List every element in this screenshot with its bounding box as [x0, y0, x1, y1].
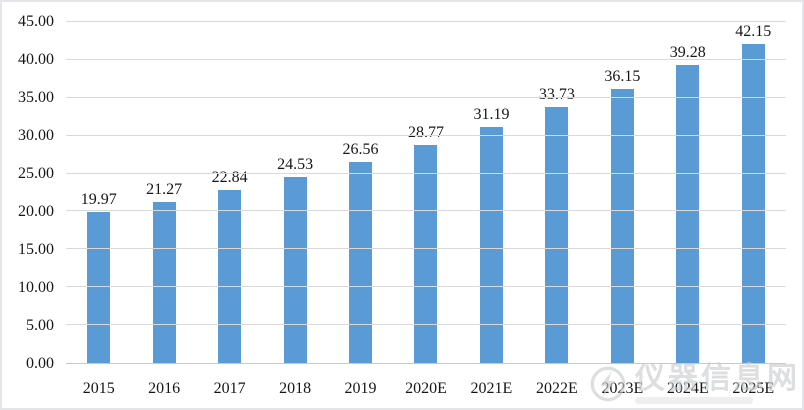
gridline: [66, 248, 786, 250]
bar-slot: 31.19: [459, 22, 524, 363]
x-tick-label: 2022E: [536, 380, 578, 397]
y-tick-label: 10.00: [18, 279, 54, 297]
bar: [676, 65, 700, 363]
y-tick-label: 30.00: [18, 127, 54, 144]
bar-value-label: 19.97: [80, 190, 117, 208]
plot-area: 19.97 21.27 22.84 24.53 26.56 28.77 31.19 33.73…: [66, 21, 786, 364]
bar-slot: 33.73: [524, 22, 589, 363]
y-tick-label: 0.00: [26, 355, 54, 372]
bar: [152, 201, 176, 363]
bar-value-label: 26.56: [342, 140, 379, 158]
x-tick-label: 2018: [279, 380, 312, 397]
x-tick-label: 2017: [213, 380, 246, 397]
y-tick-label: 45.00: [18, 13, 54, 30]
x-axis: 2015 2016 2017 2018 2019 2020E 2021E 2022E 2023E…: [66, 380, 786, 398]
gridline: [66, 210, 786, 212]
bar: [218, 189, 242, 363]
x-tick-label: 2016: [148, 380, 181, 397]
gridline: [66, 58, 786, 60]
bar-value-label: 42.15: [735, 22, 772, 40]
bar-value-label: 31.19: [473, 105, 510, 123]
bar-slot: 39.28: [655, 22, 720, 363]
x-tick-label: 2025E: [732, 380, 775, 397]
bar: [610, 89, 634, 363]
y-tick-label: 25.00: [18, 165, 54, 182]
bar-slot: 22.84: [197, 22, 262, 363]
bar-slot: 36.15: [590, 22, 655, 363]
x-tick-label: 2020E: [405, 380, 447, 397]
y-tick-label: 40.00: [18, 51, 54, 69]
bar: [479, 126, 503, 363]
x-tick-label: 2019: [344, 380, 377, 397]
bar-slot: 19.97: [66, 22, 131, 363]
gridline: [66, 134, 786, 136]
bar: [283, 177, 307, 363]
y-tick-label: 35.00: [18, 89, 54, 106]
gridline: [66, 96, 786, 98]
y-tick-label: 5.00: [26, 317, 54, 335]
bars-row: 19.97 21.27 22.84 24.53 26.56 28.77 31.19 33.73…: [66, 22, 786, 363]
x-tick-label: 2024E: [666, 380, 709, 397]
bar-value-label: 28.77: [407, 124, 444, 141]
gridline: [66, 286, 786, 288]
gridline: [66, 172, 786, 174]
bar-slot: 24.53: [262, 22, 327, 363]
bar: [349, 161, 373, 363]
y-tick-label: 15.00: [18, 241, 54, 258]
bar-value-label: 36.15: [604, 68, 641, 86]
y-tick-label: 20.00: [18, 203, 54, 221]
bar: [545, 107, 569, 363]
bar: [741, 43, 765, 363]
bar-slot: 21.27: [131, 22, 196, 363]
gridline: [66, 324, 786, 326]
bar-value-label: 39.28: [669, 44, 706, 62]
bar-value-label: 21.27: [146, 180, 183, 198]
bar-value-label: 33.73: [538, 86, 575, 104]
bar-slot: 28.77: [393, 22, 458, 363]
bar: [87, 211, 111, 363]
x-tick-label: 2021E: [470, 380, 513, 397]
x-tick-label: 2023E: [601, 380, 644, 397]
bar-value-label: 24.53: [277, 156, 314, 174]
bar-slot: 26.56: [328, 22, 393, 363]
gridline: [66, 21, 786, 22]
y-axis: 0.00 5.00 10.00 15.00 20.00 25.00 30.00 35.00 40…: [2, 14, 54, 372]
x-tick-label: 2015: [82, 380, 115, 397]
watermark-subtext: [635, 397, 753, 404]
bar-slot: 42.15: [721, 22, 786, 363]
bar: [414, 145, 438, 363]
